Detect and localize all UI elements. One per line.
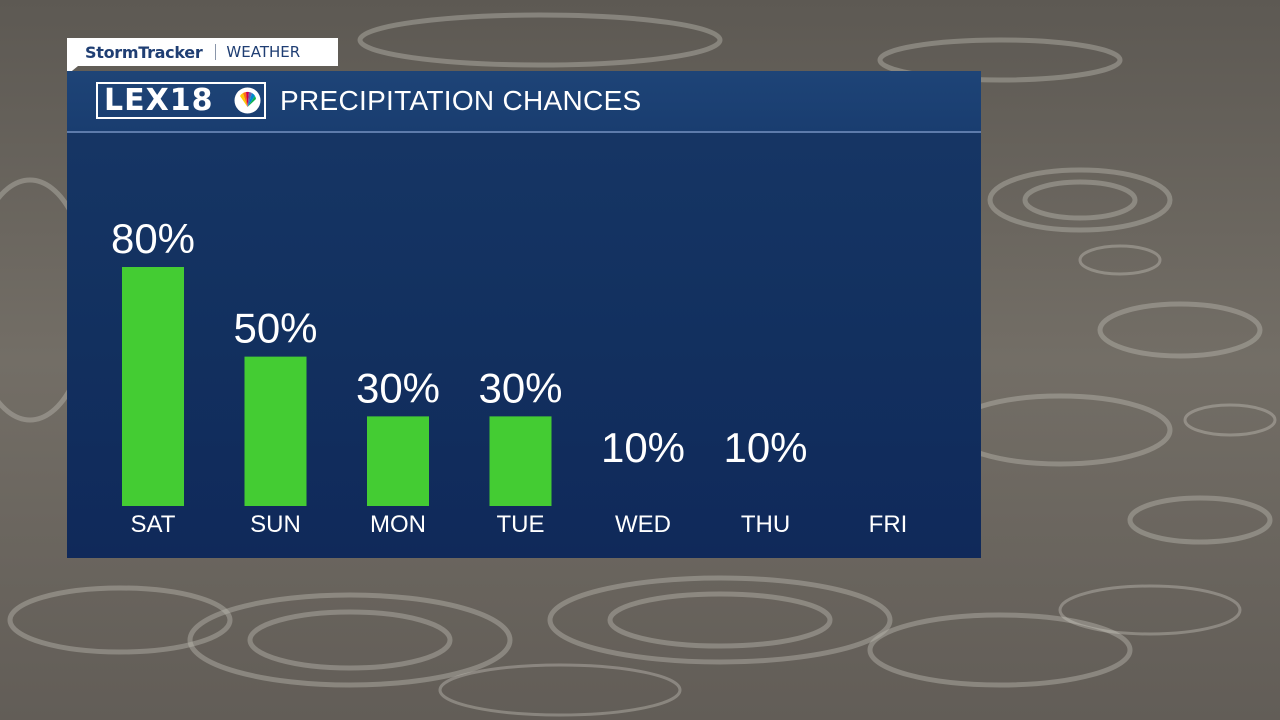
panel-header: LEX18 PRECIPITATION CHANCES [67,71,981,133]
day-label-fri: FRI [869,511,908,538]
day-label-thu: THU [741,511,790,538]
tag-brand: StormTracker [85,42,203,62]
precipitation-panel: LEX18 PRECIPITATION CHANCES 80% SAT 50% SUN… [67,71,981,558]
day-label-sat: SAT [131,511,176,538]
precipitation-bar-chart: 80% SAT 50% SUN 30% MON 30% TUE 10% WED 10% THU FRI [111,215,908,538]
tag-separator [215,44,217,60]
value-label-tue: 30% [478,364,562,411]
value-label-wed: 10% [601,424,685,471]
bar-mon [367,416,429,506]
day-label-sun: SUN [250,511,301,538]
station-logo: LEX18 [96,82,266,119]
day-label-mon: MON [370,511,426,538]
tag-tail [67,66,78,75]
tag-section: WEATHER [226,43,301,61]
value-label-mon: 30% [356,364,440,411]
value-label-sat: 80% [111,215,195,262]
day-label-wed: WED [615,511,671,538]
day-label-tue: TUE [497,511,545,538]
value-label-thu: 10% [723,424,807,471]
logo-text: LEX18 [104,83,214,118]
bar-tue [489,416,552,506]
stormtracker-weather-tag: StormTracker WEATHER [67,38,338,66]
bar-sun [244,356,307,506]
chart-title: PRECIPITATION CHANCES [280,85,642,116]
peacock-icon [234,87,261,114]
value-label-sun: 50% [233,305,317,352]
bar-sat [122,267,184,506]
